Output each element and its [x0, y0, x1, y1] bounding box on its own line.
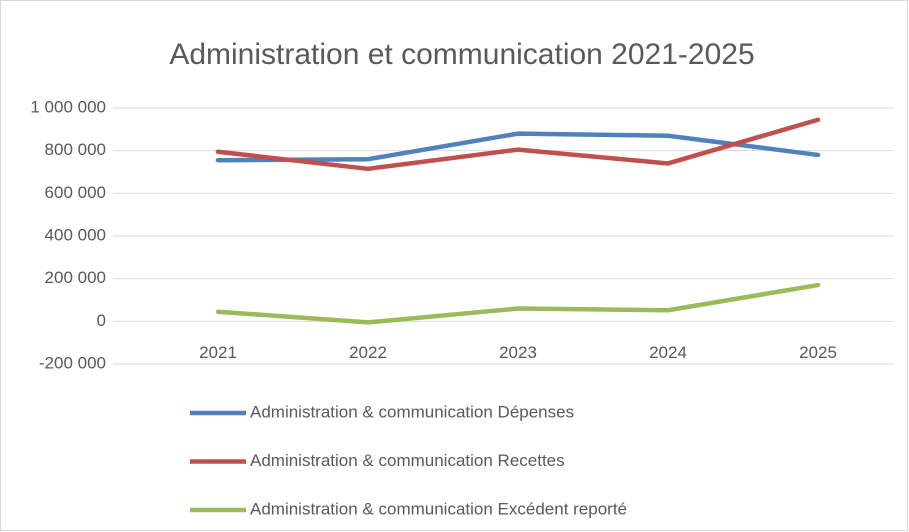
y-tick-label: 200 000: [45, 268, 106, 287]
legend-label: Administration & communication Recettes: [250, 451, 565, 470]
data-line: [215, 117, 821, 172]
y-tick-label: 400 000: [45, 225, 106, 244]
chart-title: Administration et communication 2021-202…: [169, 38, 754, 71]
x-tick-label: 2025: [799, 343, 837, 362]
legend-label: Administration & communication Excédent …: [250, 499, 627, 518]
y-tick-label: 600 000: [45, 183, 106, 202]
legend-label: Administration & communication Dépenses: [250, 402, 574, 421]
data-line: [215, 282, 821, 325]
y-tick-label: 800 000: [45, 140, 106, 159]
x-tick-label: 2022: [349, 343, 387, 362]
y-tick-label: -200 000: [39, 353, 106, 372]
data-line: [215, 131, 821, 163]
y-tick-label: 1 000 000: [30, 97, 106, 116]
y-tick-label: 0: [97, 311, 106, 330]
x-tick-label: 2021: [199, 343, 237, 362]
x-tick-label: 2023: [499, 343, 537, 362]
x-tick-label: 2024: [649, 343, 687, 362]
